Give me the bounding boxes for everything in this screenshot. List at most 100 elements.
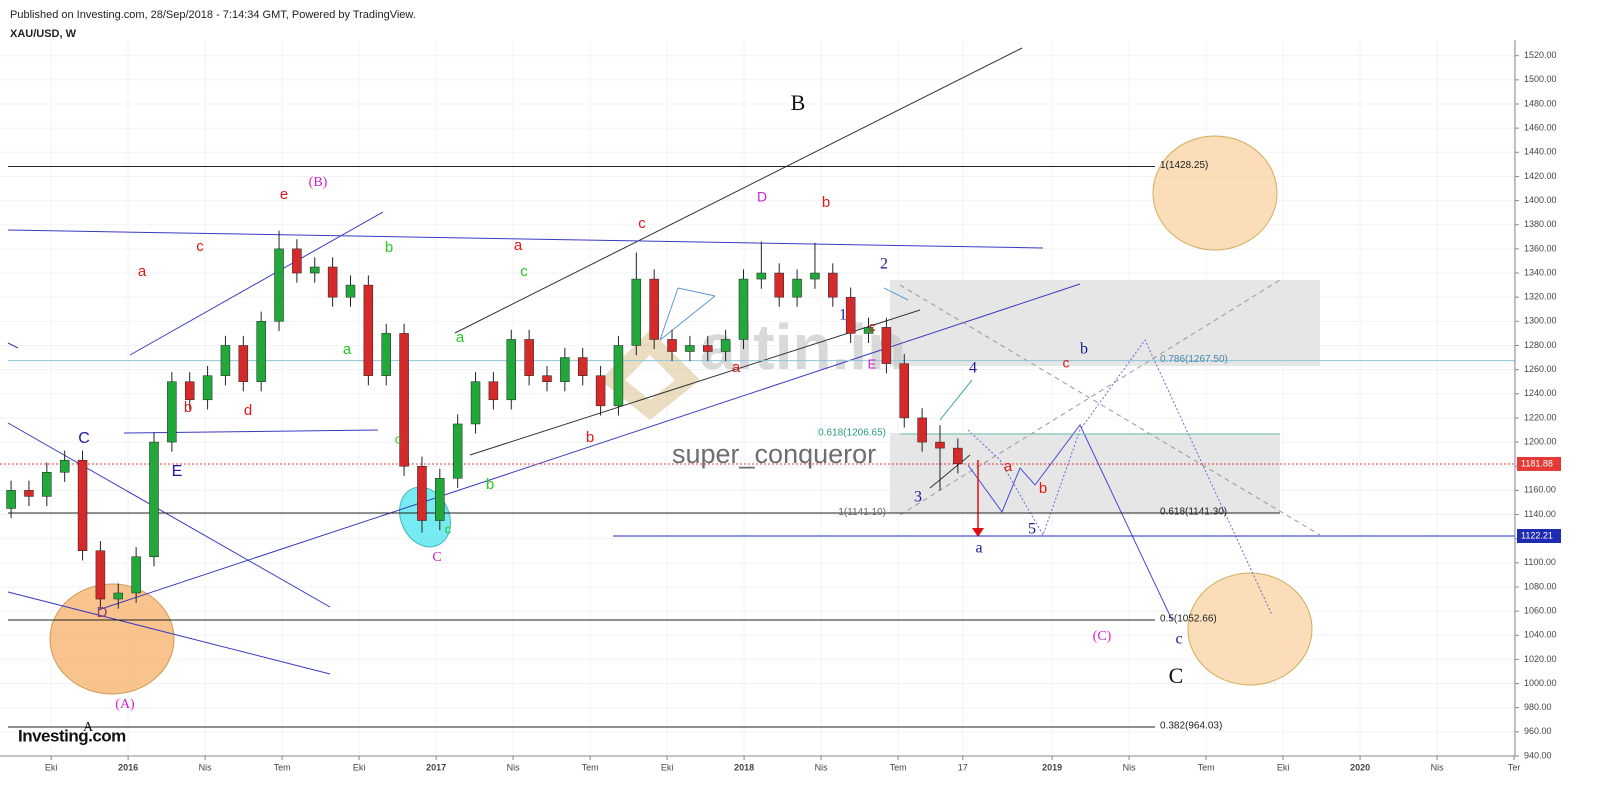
watermark-user: super_conqueror	[672, 439, 876, 469]
x-tick-label: Tem	[890, 762, 907, 772]
level-label: 1(1141.10)	[838, 507, 886, 518]
y-tick-label: 1280.00	[1524, 340, 1557, 350]
wave-label: a	[138, 263, 147, 280]
wave-label: C	[432, 550, 441, 565]
wave-label: (C)	[1093, 629, 1112, 644]
candle-body	[720, 339, 731, 352]
y-tick-label: 1200.00	[1524, 436, 1557, 446]
y-tick-label: 1000.00	[1524, 678, 1557, 688]
candle-body	[845, 296, 856, 334]
candle-body	[488, 381, 499, 401]
candle-body	[256, 321, 266, 382]
y-tick-label: 980.00	[1524, 702, 1552, 712]
x-tick-label: Nis	[507, 762, 520, 772]
y-tick-label: 1380.00	[1524, 219, 1557, 229]
candle-body	[577, 357, 588, 376]
x-tick-label: 2020	[1350, 762, 1370, 772]
wave-label: 5	[1028, 521, 1036, 538]
axes: 940.00 960.00 980.00 1000.00 1020.00 1040.00 1…	[0, 40, 1561, 772]
wave-label: c	[445, 521, 452, 536]
x-tick-label: Nis	[1431, 762, 1444, 772]
candle-body	[649, 278, 659, 340]
wave-label: 1	[839, 307, 847, 324]
zone	[890, 280, 1320, 366]
candle-body	[435, 478, 445, 521]
zone	[890, 433, 1280, 513]
wave-label: 2	[880, 256, 888, 273]
candle-body	[470, 381, 481, 425]
candle-body	[399, 333, 409, 467]
candle-body	[738, 278, 749, 340]
ellipse	[1152, 135, 1278, 251]
y-tick-label: 1320.00	[1524, 292, 1557, 302]
wave-label: b	[1039, 480, 1047, 497]
y-tick-label: 1140.00	[1524, 509, 1556, 519]
candle-body	[542, 375, 552, 382]
wave-label: a	[1004, 458, 1013, 475]
x-tick-label: Eki	[45, 762, 58, 772]
y-tick-label: 1420.00	[1524, 171, 1557, 181]
trend-lines	[7, 47, 1321, 675]
candle-body	[506, 339, 517, 401]
level-label: 0.618(1141.30)	[1160, 507, 1227, 518]
wave-label: E	[172, 463, 183, 480]
x-tick-label: 2019	[1042, 762, 1062, 772]
level-label: 0.382(964.03)	[1160, 721, 1222, 732]
wave-label: E	[868, 356, 877, 371]
wave-label: (A)	[115, 697, 135, 712]
y-tick-label: 1340.00	[1524, 267, 1557, 277]
wave-label: c	[520, 263, 528, 280]
candle-body	[113, 592, 124, 600]
wave-label: a	[514, 237, 523, 254]
level-label: 0.786(1267.50)	[1160, 354, 1228, 365]
x-tick-label: Nis	[199, 762, 212, 772]
candle-body	[417, 465, 427, 521]
x-tick-label: Nis	[815, 762, 828, 772]
y-tick-label: 1040.00	[1524, 630, 1557, 640]
ellipse	[49, 583, 175, 695]
y-tick-label: 960.00	[1524, 726, 1552, 736]
y-tick-label: 1400.00	[1524, 195, 1557, 205]
wave-label: e	[280, 186, 288, 203]
wave-label: c	[1063, 355, 1070, 371]
watermark-logo	[600, 330, 700, 420]
x-tick-label: Tem	[274, 762, 291, 772]
wave-label: (B)	[309, 175, 328, 190]
y-tick-label: 1500.00	[1524, 74, 1557, 84]
wave-label: b	[822, 194, 830, 211]
y-tick-label: 1480.00	[1524, 98, 1557, 108]
candles	[6, 230, 963, 609]
x-tick-label: Tem	[582, 762, 599, 772]
candle-body	[167, 381, 177, 443]
wave-label: a	[732, 359, 741, 376]
levels: 1(1428.25) 0.786(1267.50) 0.618(1141.30) 0.…	[0, 160, 1515, 732]
wave-label: b	[184, 399, 192, 416]
x-tick-label: Ter	[1508, 762, 1521, 772]
candle-body	[667, 339, 677, 352]
y-tick-label: 1080.00	[1524, 581, 1557, 591]
wave-label: D	[757, 189, 767, 205]
wave-label: c	[196, 238, 204, 255]
wave-label: C	[78, 430, 90, 447]
candle-body	[810, 272, 820, 280]
candle-body	[631, 278, 642, 346]
y-tick-label: 1460.00	[1524, 123, 1557, 133]
x-tick-label: 17	[958, 762, 968, 772]
y-tick-label: 940.00	[1524, 750, 1552, 760]
wave-label: B	[791, 90, 806, 115]
candle-body	[917, 417, 927, 443]
candle-body	[6, 490, 16, 509]
x-tick-label: Eki	[353, 762, 366, 772]
candle-body	[274, 248, 284, 322]
wave-label: c	[869, 319, 876, 335]
candle-body	[452, 423, 463, 479]
candle-body	[863, 327, 874, 334]
candle-body	[345, 284, 356, 298]
x-tick-label: Eki	[1277, 762, 1290, 772]
price-tag-label: 1122.21	[1521, 530, 1553, 540]
wave-label: C	[1169, 663, 1184, 688]
wave-label: 3	[914, 489, 922, 506]
x-tick-label: Tem	[1198, 762, 1215, 772]
wave-label: 4	[969, 360, 977, 377]
